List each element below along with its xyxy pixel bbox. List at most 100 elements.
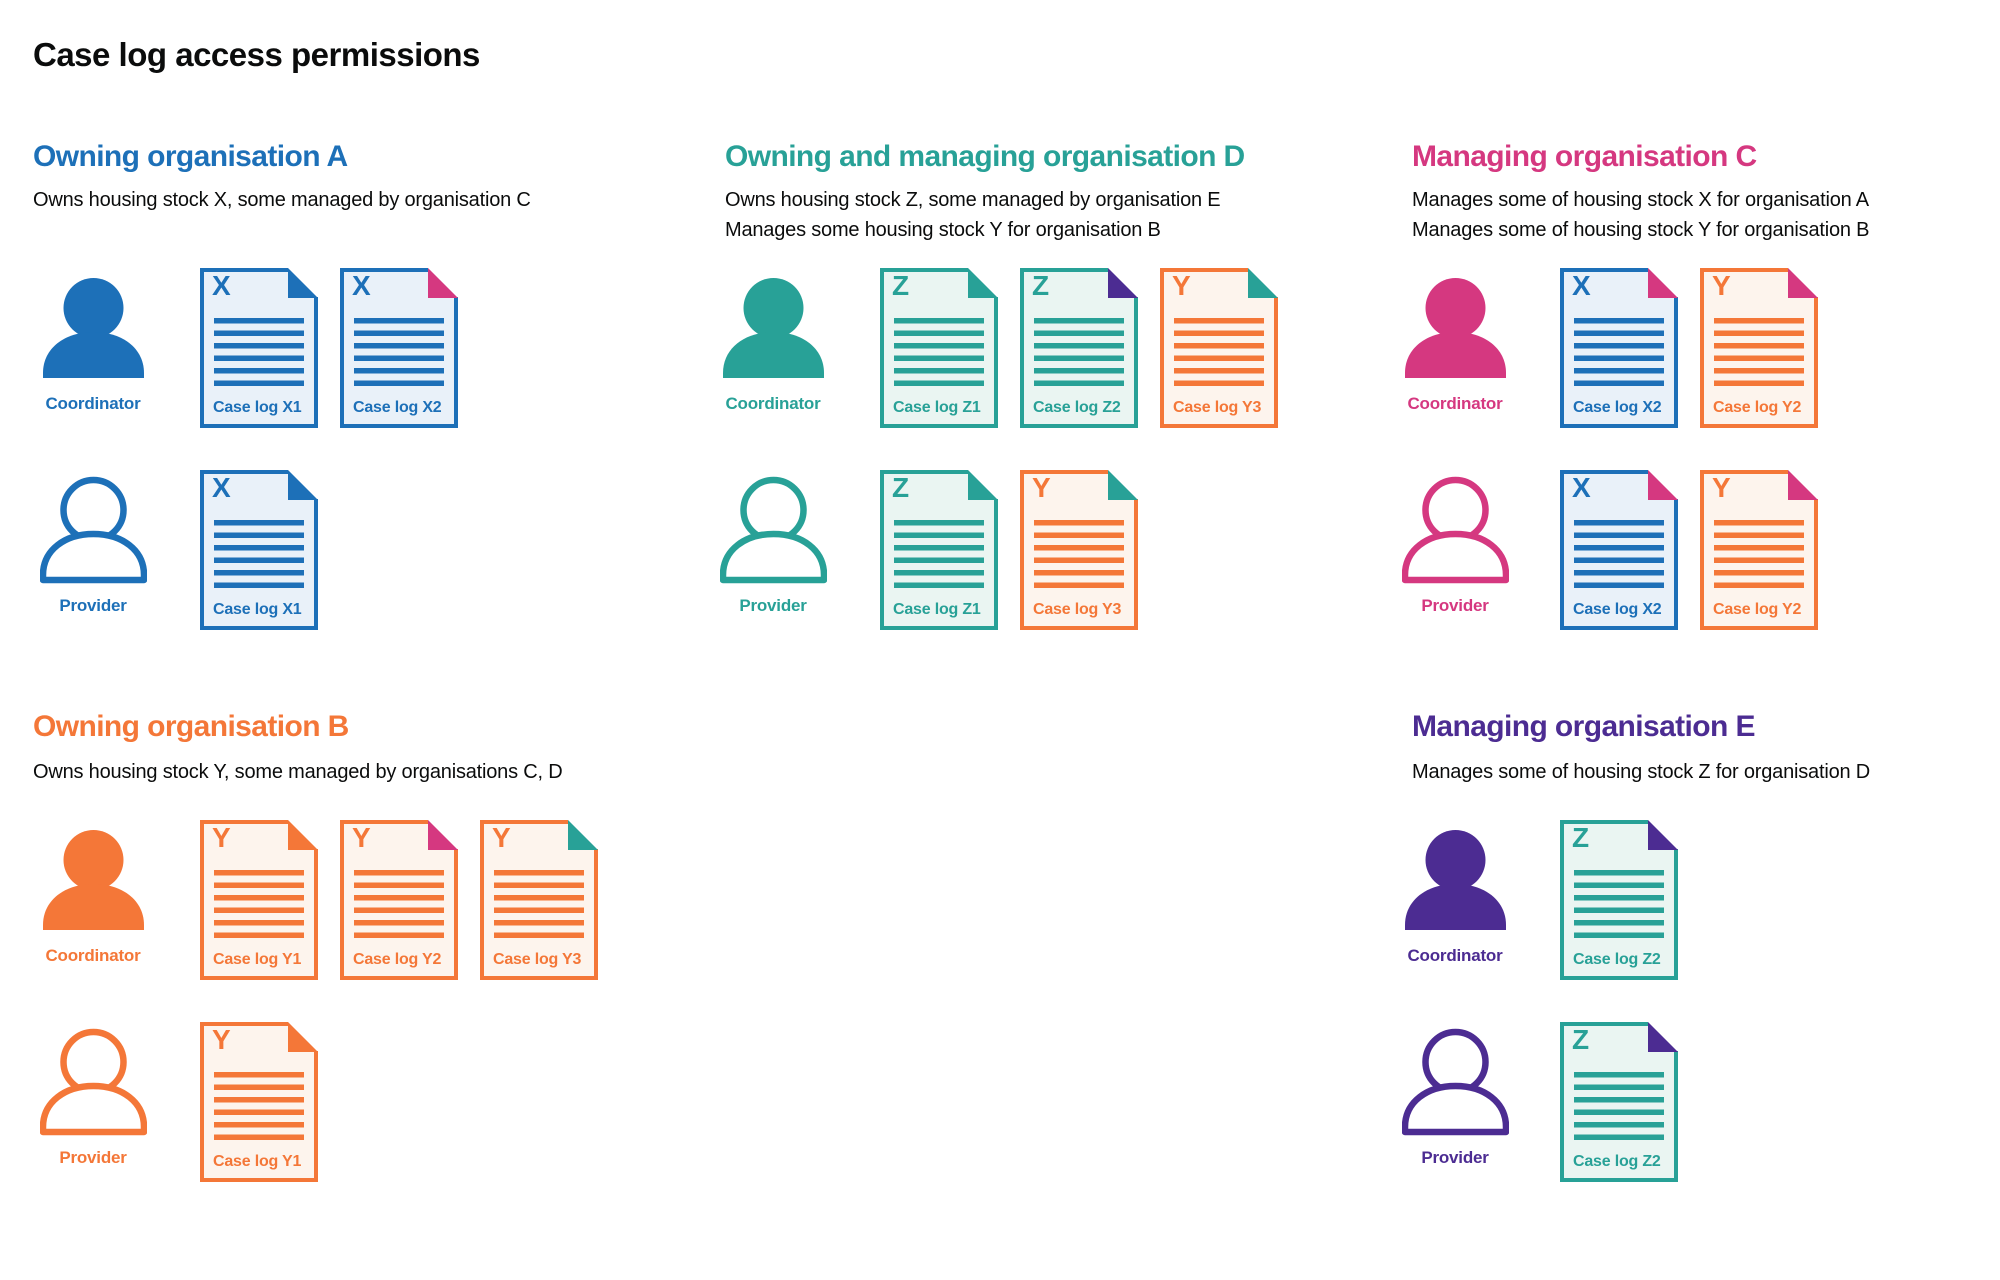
doc-label: Case log Y2 bbox=[1713, 399, 1802, 416]
doc-stock-letter: Y bbox=[1712, 270, 1731, 301]
case-log-doc: Y Case log Y1 bbox=[200, 820, 318, 980]
provider-icon bbox=[719, 474, 827, 584]
doc-border bbox=[200, 820, 318, 980]
person-body bbox=[1404, 884, 1506, 930]
doc-text-lines bbox=[894, 520, 984, 588]
doc-stock-letter: Z bbox=[1032, 270, 1050, 301]
doc-border bbox=[1560, 820, 1678, 980]
doc-border bbox=[340, 268, 458, 428]
folded-corner-icon bbox=[1648, 268, 1678, 298]
doc-text-lines bbox=[214, 318, 304, 386]
doc-label: Case log Y2 bbox=[353, 951, 442, 968]
case-log-doc: Y Case log Y2 bbox=[1700, 470, 1818, 630]
section-description: Owns housing stock X, some managed by or… bbox=[33, 189, 531, 211]
folded-corner-icon bbox=[1648, 820, 1678, 850]
doc-border bbox=[200, 470, 318, 630]
case-log-doc: Z Case log Z2 bbox=[1560, 1022, 1678, 1182]
doc-text-lines bbox=[1714, 318, 1804, 386]
case-log-doc: X Case log X2 bbox=[340, 268, 458, 428]
doc-stock-letter: X bbox=[352, 270, 371, 301]
coordinator-icon bbox=[40, 824, 147, 934]
folded-corner-icon bbox=[288, 1022, 318, 1052]
person-body bbox=[39, 530, 147, 584]
doc-stock-letter: X bbox=[1572, 472, 1591, 503]
doc-label: Case log Z1 bbox=[893, 399, 981, 416]
doc-label: Case log Y3 bbox=[493, 951, 582, 968]
doc-border bbox=[1700, 268, 1818, 428]
doc-border bbox=[1560, 470, 1678, 630]
doc-text-lines bbox=[354, 318, 444, 386]
doc-border bbox=[1020, 268, 1138, 428]
person-head bbox=[1425, 830, 1485, 890]
doc-stock-letter: Y bbox=[492, 822, 511, 853]
folded-corner-icon bbox=[1108, 268, 1138, 298]
provider-icon bbox=[1401, 474, 1509, 584]
doc-text-lines bbox=[214, 520, 304, 588]
person-body bbox=[719, 530, 827, 584]
case-log-doc: Z Case log Z2 bbox=[1560, 820, 1678, 980]
doc-label: Case log Y3 bbox=[1173, 399, 1262, 416]
provider-icon bbox=[39, 474, 147, 584]
folded-corner-icon bbox=[288, 268, 318, 298]
case-log-doc: Z Case log Z1 bbox=[880, 470, 998, 630]
doc-label: Case log Z2 bbox=[1033, 399, 1121, 416]
doc-label: Case log X2 bbox=[353, 399, 442, 416]
folded-corner-icon bbox=[1648, 470, 1678, 500]
section-description: Manages some of housing stock Z for orga… bbox=[1412, 761, 1871, 783]
coordinator-label: Coordinator bbox=[45, 394, 141, 413]
coordinator-label: Coordinator bbox=[1407, 946, 1503, 965]
person-head bbox=[63, 278, 123, 338]
case-log-doc: Z Case log Z2 bbox=[1020, 268, 1138, 428]
case-log-doc: Y Case log Y3 bbox=[480, 820, 598, 980]
doc-border bbox=[200, 268, 318, 428]
doc-text-lines bbox=[494, 870, 584, 938]
case-log-doc: X Case log X1 bbox=[200, 268, 318, 428]
folded-corner-icon bbox=[968, 470, 998, 500]
doc-label: Case log X2 bbox=[1573, 601, 1662, 618]
page-title: Case log access permissions bbox=[33, 36, 480, 73]
doc-stock-letter: Z bbox=[892, 270, 910, 301]
folded-corner-icon bbox=[1248, 268, 1278, 298]
doc-text-lines bbox=[1174, 318, 1264, 386]
provider-label: Provider bbox=[739, 596, 807, 615]
case-log-doc: Y Case log Y2 bbox=[340, 820, 458, 980]
doc-stock-letter: Y bbox=[212, 822, 231, 853]
doc-text-lines bbox=[1574, 318, 1664, 386]
folded-corner-icon bbox=[1788, 470, 1818, 500]
doc-text-lines bbox=[354, 870, 444, 938]
coordinator-icon bbox=[720, 272, 827, 382]
folded-corner-icon bbox=[288, 820, 318, 850]
doc-stock-letter: Z bbox=[1572, 1024, 1590, 1055]
doc-text-lines bbox=[1714, 520, 1804, 588]
doc-label: Case log Z2 bbox=[1573, 1153, 1661, 1170]
coordinator-label: Coordinator bbox=[45, 946, 141, 965]
doc-stock-letter: X bbox=[212, 270, 231, 301]
case-log-doc: Y Case log Y3 bbox=[1020, 470, 1138, 630]
doc-border bbox=[1700, 470, 1818, 630]
doc-stock-letter: Z bbox=[1572, 822, 1590, 853]
section-title: Owning organisation B bbox=[33, 710, 349, 743]
folded-corner-icon bbox=[1648, 1022, 1678, 1052]
doc-text-lines bbox=[1574, 1072, 1664, 1140]
section-description: Owns housing stock Z, some managed by or… bbox=[725, 189, 1221, 211]
doc-stock-letter: Y bbox=[1712, 472, 1731, 503]
doc-text-lines bbox=[1574, 870, 1664, 938]
doc-border bbox=[200, 1022, 318, 1182]
doc-label: Case log X1 bbox=[213, 601, 302, 618]
doc-label: Case log Y3 bbox=[1033, 601, 1122, 618]
doc-text-lines bbox=[894, 318, 984, 386]
section-description: Manages some of housing stock Y for orga… bbox=[1412, 219, 1870, 241]
doc-stock-letter: Z bbox=[892, 472, 910, 503]
provider-label: Provider bbox=[59, 596, 127, 615]
folded-corner-icon bbox=[568, 820, 598, 850]
doc-label: Case log Y1 bbox=[213, 951, 302, 968]
doc-stock-letter: Y bbox=[1172, 270, 1191, 301]
case-log-doc: Z Case log Z1 bbox=[880, 268, 998, 428]
person-head bbox=[743, 278, 803, 338]
coordinator-icon bbox=[40, 272, 147, 382]
case-log-doc: X Case log X2 bbox=[1560, 470, 1678, 630]
doc-border bbox=[480, 820, 598, 980]
provider-label: Provider bbox=[59, 1148, 127, 1167]
section-description: Owns housing stock Y, some managed by or… bbox=[33, 761, 563, 783]
